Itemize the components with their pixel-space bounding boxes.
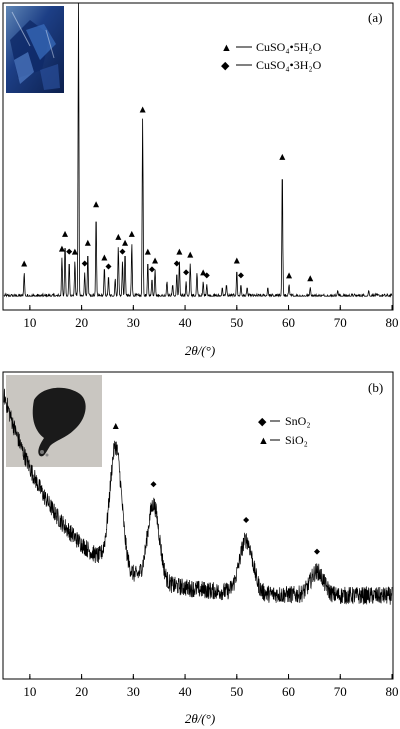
peak-marker-diamond [243, 516, 250, 523]
panel-b-label: (b) [368, 380, 383, 395]
x-tick-label: 10 [23, 315, 36, 330]
peak-marker-triangle [112, 423, 119, 430]
peak-marker-triangle [200, 269, 207, 276]
x-tick-label: 10 [23, 684, 36, 699]
peak-marker-triangle [21, 260, 28, 267]
panel-a: (a) ▲ CuSO₄•5H₂O ◆ Cu [2, 2, 399, 358]
powder-sample [32, 387, 86, 457]
panel-b-legend: ◆ SnO₂ ▲ SiO₂ [258, 414, 311, 447]
peak-marker-diamond [119, 248, 126, 255]
peak-marker-triangle [279, 153, 286, 160]
x-tick-label: 50 [230, 684, 243, 699]
x-tick-label: 80 [386, 315, 399, 330]
x-tick-label: 60 [282, 315, 295, 330]
panel-b-plot [3, 388, 393, 605]
diffraction-pattern-a [3, 3, 393, 298]
panel-a-frame [2, 2, 394, 311]
peak-marker-triangle [144, 248, 151, 255]
panel-b-frame [2, 371, 394, 680]
peak-marker-diamond [66, 248, 73, 255]
panel-b-inset-photo [6, 375, 102, 467]
legend-marker-diamond: ◆ [221, 60, 230, 72]
x-tick-label: 70 [334, 684, 347, 699]
x-tick-label: 70 [334, 315, 347, 330]
x-tick-label: 50 [230, 315, 243, 330]
peak-marker-triangle [93, 201, 100, 208]
peak-marker-triangle [152, 257, 159, 264]
x-tick-label: 40 [179, 315, 192, 330]
peak-marker-triangle [128, 230, 135, 237]
peak-marker-triangle [84, 239, 91, 246]
peak-marker-triangle [233, 257, 240, 264]
peak-marker-diamond [313, 548, 320, 555]
x-tick-label: 30 [127, 684, 140, 699]
legend-label-sno2: SnO₂ [285, 414, 311, 428]
x-tick-label: 20 [75, 315, 88, 330]
x-tick-label: 30 [127, 315, 140, 330]
panel-b-x-axis-label: 2θ/(°) [185, 711, 215, 726]
x-tick-label: 20 [75, 684, 88, 699]
panel-a-x-axis: 10 20 30 40 50 60 70 80 [23, 305, 399, 330]
x-tick-label: 80 [386, 684, 399, 699]
peak-marker-diamond [183, 269, 190, 276]
peak-marker-diamond [81, 260, 88, 267]
peak-marker-triangle [286, 272, 293, 279]
peak-marker-triangle [139, 106, 146, 113]
peak-marker-triangle [58, 245, 65, 252]
peak-marker-diamond [203, 272, 210, 279]
diffraction-pattern-b [3, 388, 393, 605]
peak-marker-diamond [237, 272, 244, 279]
panel-a-plot [3, 3, 393, 298]
peak-marker-triangle [71, 248, 78, 255]
peak-marker-triangle [101, 254, 108, 261]
legend-marker-triangle: ▲ [221, 42, 232, 54]
peak-marker-triangle [62, 230, 69, 237]
panel-a-x-axis-label: 2θ/(°) [185, 343, 215, 358]
peak-marker-triangle [122, 239, 129, 246]
x-tick-label: 60 [282, 684, 295, 699]
peak-marker-diamond [173, 260, 180, 267]
panel-b-x-axis: 10 20 30 40 50 60 70 80 [23, 674, 399, 699]
peak-marker-triangle [187, 251, 194, 258]
peak-marker-triangle [115, 233, 122, 240]
legend-label-sio2: SiO₂ [285, 433, 308, 447]
panel-a-inset-photo [6, 6, 64, 93]
panel-a-legend: ▲ CuSO₄•5H₂O ◆ CuSO₄•3H₂O [221, 40, 322, 72]
legend-marker-diamond: ◆ [258, 416, 267, 428]
peak-marker-triangle [176, 248, 183, 255]
peak-marker-diamond [148, 266, 155, 273]
legend-label-cuso4-5h2o: CuSO₄•5H₂O [256, 40, 322, 54]
peak-marker-diamond [150, 481, 157, 488]
panel-b: (b) ◆ SnO₂ ▲ SiO₂ 10 20 30 40 50 60 70 80 2θ/(°… [2, 371, 399, 726]
peak-marker-diamond [105, 263, 112, 270]
peak-marker-triangle [307, 275, 314, 282]
x-tick-label: 40 [179, 684, 192, 699]
panel-a-label: (a) [368, 10, 382, 25]
legend-marker-triangle: ▲ [258, 435, 269, 447]
legend-label-cuso4-3h2o: CuSO₄•3H₂O [256, 58, 322, 72]
